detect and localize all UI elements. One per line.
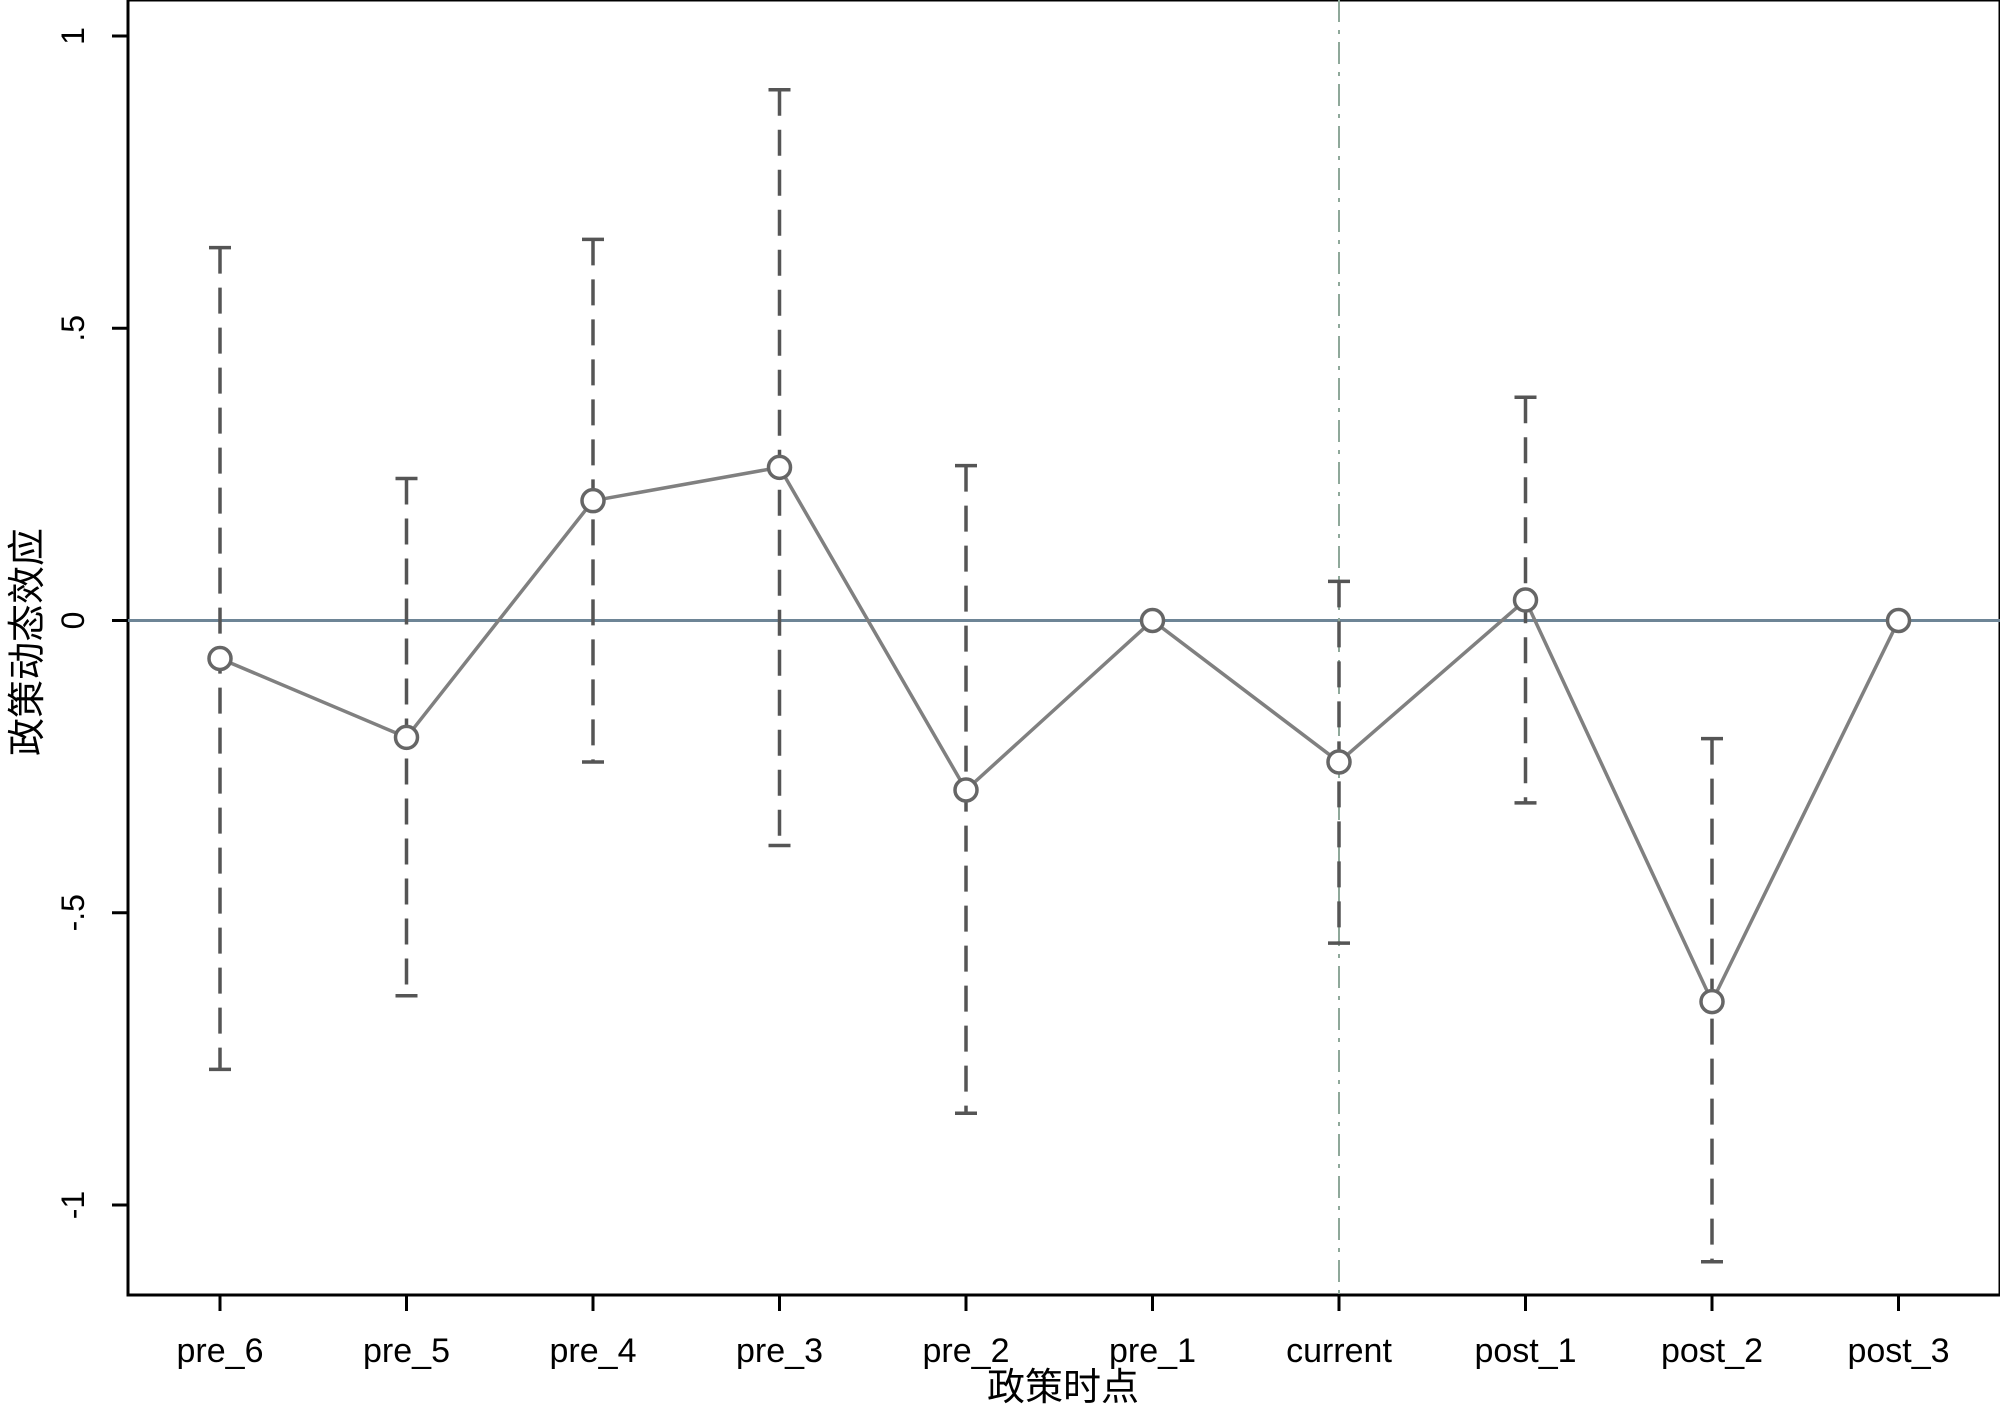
x-tick-label-post_3: post_3 [1847,1332,1949,1370]
x-tick-label-post_2: post_2 [1661,1332,1763,1370]
y-tick-label-2: 0 [55,612,91,630]
y-tick-label-4: -1 [55,1191,91,1219]
x-axis: pre_6 pre_5 pre_4 pre_3 pre_2 pre_1 current pos… [177,1295,1950,1370]
x-tick-label-pre_2: pre_2 [923,1332,1010,1370]
data-point-pre_3 [766,454,793,481]
series-line [219,465,1901,1006]
data-points [207,454,1912,1015]
data-point-post_1 [1512,587,1539,613]
reference-lines [128,0,2000,1295]
x-tick-label-pre_6: pre_6 [177,1332,264,1370]
data-point-pre_2 [953,777,979,803]
data-point-current [1326,749,1352,775]
y-tick-label-3: -.5 [55,894,91,931]
x-tick-label-pre_3: pre_3 [736,1332,823,1370]
x-tick-label-pre_5: pre_5 [363,1332,450,1370]
x-tick-label-current: current [1286,1332,1392,1370]
data-point-post_3 [1885,607,1912,634]
y-tick-label-0: 1 [55,27,91,45]
x-tick-label-pre_4: pre_4 [550,1332,637,1370]
x-tick-label-post_1: post_1 [1474,1332,1576,1370]
y-tick-label-1: .5 [55,315,91,342]
y-axis-title: 政策动态效应 [5,528,49,756]
data-point-post_2 [1699,988,1725,1015]
x-axis-title: 政策时点 [987,1365,1139,1409]
data-point-pre_5 [393,724,420,751]
plot-frame [126,0,2000,1297]
data-point-pre_4 [580,487,606,514]
x-tick-label-pre_1: pre_1 [1109,1332,1196,1370]
series-line-path [219,465,1901,1006]
data-point-pre_1 [1139,607,1166,634]
y-axis: 1 .5 0 -.5 -1 [55,27,128,1219]
data-point-pre_6 [207,645,233,672]
